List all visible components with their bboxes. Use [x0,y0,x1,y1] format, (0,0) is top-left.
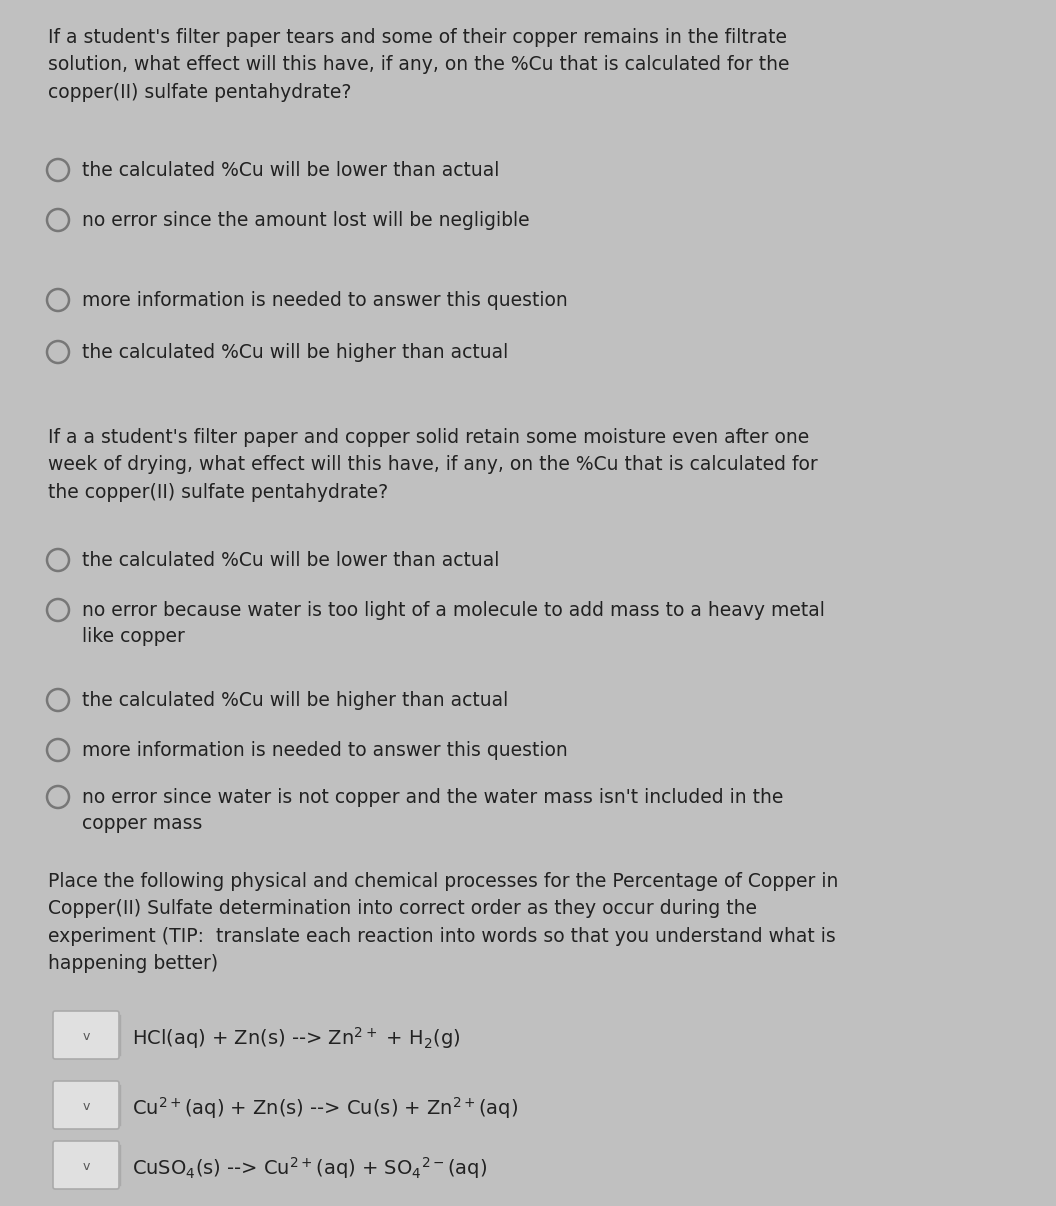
Text: no error since water is not copper and the water mass isn't included in the
copp: no error since water is not copper and t… [82,788,784,833]
Text: Cu$^{2+}$(aq) + Zn(s) --> Cu(s) + Zn$^{2+}$(aq): Cu$^{2+}$(aq) + Zn(s) --> Cu(s) + Zn$^{2… [132,1095,518,1120]
Text: the calculated %Cu will be lower than actual: the calculated %Cu will be lower than ac… [82,160,499,180]
Text: no error since the amount lost will be negligible: no error since the amount lost will be n… [82,211,530,230]
Text: the calculated %Cu will be higher than actual: the calculated %Cu will be higher than a… [82,691,508,710]
Text: If a student's filter paper tears and some of their copper remains in the filtra: If a student's filter paper tears and so… [48,28,790,101]
Text: v: v [82,1030,90,1043]
Text: the calculated %Cu will be higher than actual: the calculated %Cu will be higher than a… [82,343,508,362]
FancyBboxPatch shape [53,1011,119,1059]
Text: Place the following physical and chemical processes for the Percentage of Copper: Place the following physical and chemica… [48,872,838,973]
Text: the calculated %Cu will be lower than actual: the calculated %Cu will be lower than ac… [82,551,499,570]
Text: HCl(aq) + Zn(s) --> Zn$^{2+}$ + H$_2$(g): HCl(aq) + Zn(s) --> Zn$^{2+}$ + H$_2$(g) [132,1025,460,1050]
FancyBboxPatch shape [53,1081,119,1129]
Text: no error because water is too light of a molecule to add mass to a heavy metal
l: no error because water is too light of a… [82,601,825,645]
Text: more information is needed to answer this question: more information is needed to answer thi… [82,291,568,310]
Text: v: v [82,1101,90,1113]
Text: more information is needed to answer this question: more information is needed to answer thi… [82,740,568,760]
FancyBboxPatch shape [53,1141,119,1189]
Text: CuSO$_4$(s) --> Cu$^{2+}$(aq) + SO$_4$$^{2-}$(aq): CuSO$_4$(s) --> Cu$^{2+}$(aq) + SO$_4$$^… [132,1155,487,1181]
Text: v: v [82,1160,90,1173]
Text: If a a student's filter paper and copper solid retain some moisture even after o: If a a student's filter paper and copper… [48,428,817,502]
